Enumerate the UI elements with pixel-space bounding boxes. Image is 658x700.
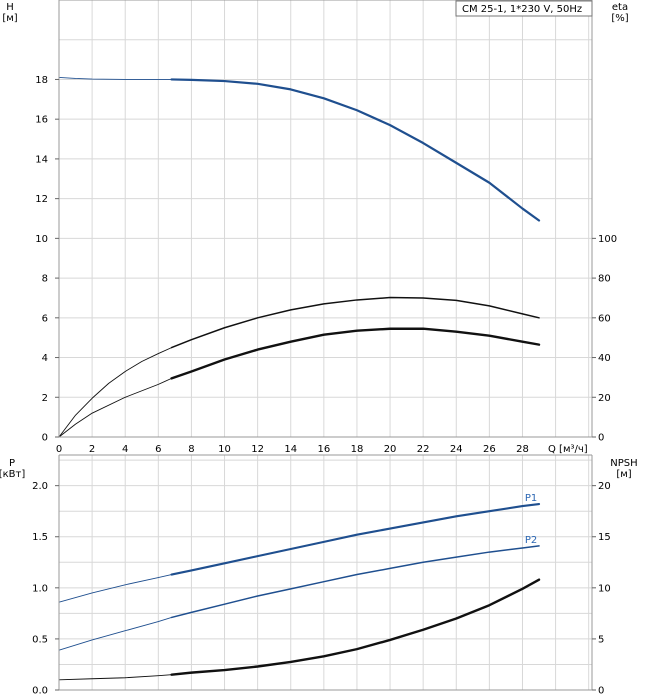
x-tick-label: 28 <box>516 444 529 455</box>
series-label-P1: P1 <box>525 493 537 504</box>
bottom-left-tick-label: 0.0 <box>32 686 48 697</box>
eta_p-curve <box>170 327 541 380</box>
top-left-axis-ticks: 0 2 4 6 8 10 12 14 16 18 <box>35 75 59 444</box>
x-tick-label: 16 <box>317 444 330 455</box>
eta-curve <box>170 296 540 349</box>
top-series-group <box>58 77 541 438</box>
eta_p-curve-extension <box>58 377 173 438</box>
top-right-tick-label: 20 <box>598 393 611 404</box>
P1-curve-extension <box>58 574 173 603</box>
x-axis-label: Q [м³/ч] <box>548 444 588 455</box>
x-tick-label: 2 <box>89 444 95 455</box>
x-tick-label: 12 <box>251 444 264 455</box>
top-left-tick-label: 4 <box>42 353 48 364</box>
H-curve-extension <box>58 77 173 80</box>
NPSH-curve <box>170 578 541 676</box>
bottom-left-tick-label: 1.5 <box>32 532 48 543</box>
x-tick-label: 6 <box>155 444 161 455</box>
x-tick-label: 24 <box>450 444 463 455</box>
bottom-plot-frame <box>58 454 593 691</box>
bottom-gridlines <box>58 455 592 690</box>
series-label-P2: P2 <box>525 535 537 546</box>
x-tick-label: 10 <box>218 444 231 455</box>
top-right-tick-label: 0 <box>598 433 604 444</box>
top-left-tick-label: 12 <box>35 194 48 205</box>
bottom-right-tick-label: 0 <box>598 686 604 697</box>
x-tick-label: 8 <box>188 444 194 455</box>
P2-curve-extension <box>58 617 173 651</box>
bottom-right-tick-label: 15 <box>598 532 611 543</box>
top-left-axis-label: H [м] <box>2 2 17 24</box>
x-tick-label: 0 <box>56 444 62 455</box>
x-axis-tick-labels: 0 2 4 6 8 10 12 14 16 18 20 22 24 26 28 <box>56 444 529 455</box>
x-tick-label: 18 <box>351 444 364 455</box>
top-left-tick-label: 6 <box>42 313 48 324</box>
top-left-tick-label: 14 <box>35 154 48 165</box>
eta-curve-extension <box>58 347 173 438</box>
bottom-left-tick-label: 2.0 <box>32 481 48 492</box>
top-right-axis-ticks: 0 20 40 60 80 100 <box>592 234 617 444</box>
bottom-right-tick-label: 5 <box>598 634 604 645</box>
top-right-tick-label: 100 <box>598 234 617 245</box>
top-axis-labels: H [м] eta [%] <box>2 2 628 24</box>
chart-title-group: CM 25-1, 1*230 V, 50Hz <box>455 0 593 17</box>
NPSH-curve-extension <box>58 674 173 681</box>
bottom-right-tick-label: 10 <box>598 583 611 594</box>
chart-title: CM 25-1, 1*230 V, 50Hz <box>462 4 582 15</box>
bottom-left-axis-label: P [кВт] <box>0 458 25 480</box>
bottom-left-axis-ticks: 0.0 0.5 1.0 1.5 2.0 <box>32 481 59 697</box>
top-right-axis-label: eta [%] <box>611 2 628 24</box>
P2-curve <box>170 545 540 619</box>
top-gridlines <box>58 0 592 437</box>
bottom-left-tick-label: 1.0 <box>32 583 48 594</box>
x-tick-label: 4 <box>122 444 128 455</box>
x-tick-label: 14 <box>284 444 297 455</box>
bottom-axis-labels: P [кВт] NPSH [м] <box>0 458 638 480</box>
top-left-tick-label: 18 <box>35 75 48 86</box>
top-right-tick-label: 60 <box>598 313 611 324</box>
x-tick-label: 26 <box>483 444 496 455</box>
bottom-left-tick-label: 0.5 <box>32 634 48 645</box>
top-left-tick-label: 8 <box>42 274 48 285</box>
top-left-tick-label: 10 <box>35 234 48 245</box>
x-tick-label: 20 <box>384 444 397 455</box>
title-box <box>455 0 593 17</box>
bottom-series-group <box>58 502 541 681</box>
top-right-tick-label: 80 <box>598 274 611 285</box>
H-curve <box>170 78 541 222</box>
bottom-right-tick-label: 20 <box>598 481 611 492</box>
top-plot-frame <box>58 0 593 438</box>
bottom-right-axis-label: NPSH [м] <box>610 458 637 480</box>
bottom-right-axis-ticks: 0 5 10 15 20 <box>592 481 611 697</box>
x-tick-label: 22 <box>417 444 430 455</box>
P1-curve <box>170 502 541 576</box>
x-axis-label-group: Q [м³/ч] <box>548 444 588 455</box>
top-left-tick-label: 16 <box>35 115 48 126</box>
top-left-tick-label: 0 <box>42 433 48 444</box>
series-labels: P1 P2 <box>525 493 537 546</box>
top-right-tick-label: 40 <box>598 353 611 364</box>
top-left-tick-label: 2 <box>42 393 48 404</box>
